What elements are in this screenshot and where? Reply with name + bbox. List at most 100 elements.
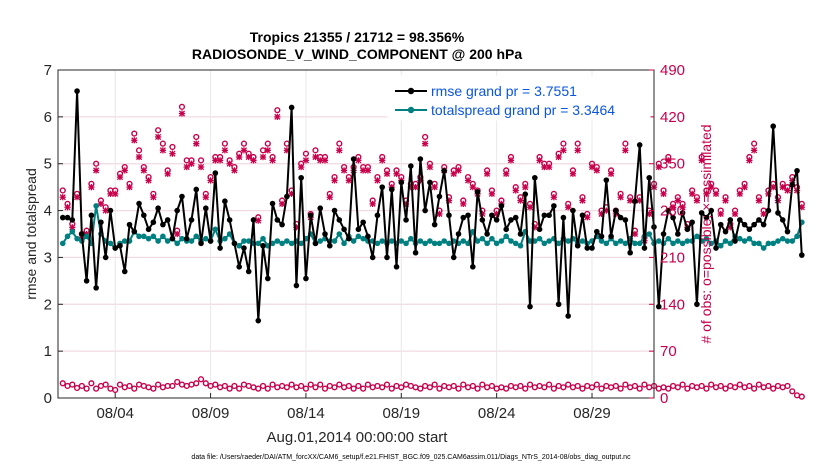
obs-count-bottom-marker — [264, 385, 271, 392]
y-tick-label-right: 420 — [660, 109, 685, 126]
obs-count-bottom-marker — [388, 385, 395, 392]
obs-assimilated-marker — [379, 157, 386, 164]
obs-assimilated-marker — [541, 163, 548, 171]
obs-possible-marker — [197, 157, 205, 164]
rmse-point — [255, 317, 262, 324]
rmse-point — [346, 235, 352, 242]
rmse-point — [622, 217, 629, 223]
rmse-point — [307, 212, 314, 219]
obs-count-bottom-marker — [417, 385, 424, 392]
obs-possible-marker — [574, 140, 581, 147]
obs-assimilated-marker — [59, 194, 66, 201]
rmse-point — [627, 249, 633, 256]
chart-title: Tropics 21355 / 21712 = 98.356% — [250, 29, 465, 45]
obs-assimilated-marker — [565, 204, 572, 211]
rmse-point — [169, 235, 176, 242]
obs-assimilated-marker — [321, 157, 329, 164]
totalspread-point — [474, 238, 481, 244]
rmse-point — [746, 226, 753, 233]
obs-possible-marker — [274, 107, 281, 114]
obs-assimilated-marker — [584, 214, 591, 221]
obs-assimilated-marker — [741, 184, 748, 191]
totalspread-point — [646, 231, 653, 237]
obs-count-bottom-marker — [236, 385, 243, 392]
obs-count-bottom-marker — [436, 385, 443, 392]
rmse-point — [288, 104, 295, 111]
obs-count-bottom-marker — [131, 385, 138, 392]
obs-count-bottom-marker — [226, 385, 233, 392]
rmse-point — [422, 207, 428, 214]
obs-assimilated-marker — [155, 133, 162, 141]
obs-count-bottom-marker — [479, 381, 486, 388]
chart-subtitle: RADIOSONDE_V_WIND_COMPONENT @ 200 hPa — [192, 46, 522, 62]
totalspread-point — [632, 240, 638, 247]
obs-count-bottom-marker — [522, 385, 529, 392]
obs-count-bottom-marker — [155, 381, 162, 388]
rmse-point — [217, 245, 223, 251]
obs-count-bottom-marker — [793, 392, 801, 399]
obs-count-bottom-marker — [73, 384, 81, 392]
obs-count-bottom-marker — [450, 382, 457, 390]
obs-assimilated-marker — [617, 194, 624, 201]
obs-count-bottom-marker — [269, 381, 276, 388]
obs-assimilated-marker — [278, 200, 286, 207]
obs-assimilated-marker — [64, 204, 71, 211]
totalspread-point — [422, 240, 428, 247]
rmse-point — [150, 219, 157, 226]
obs-assimilated-marker — [150, 194, 157, 201]
obs-count-bottom-marker — [259, 382, 267, 390]
obs-assimilated-marker — [770, 184, 777, 191]
obs-count-bottom-marker — [126, 382, 133, 390]
rmse-point — [245, 268, 252, 275]
obs-assimilated-marker — [183, 163, 190, 171]
obs-count-bottom-marker — [755, 381, 762, 388]
rmse-point — [503, 226, 509, 233]
rmse-point — [489, 212, 495, 219]
obs-count-bottom-marker — [617, 385, 624, 392]
obs-count-bottom-marker — [593, 381, 600, 388]
obs-count-bottom-marker — [546, 381, 553, 388]
obs-count-bottom-marker — [288, 381, 295, 388]
rmse-point — [226, 217, 233, 223]
rmse-point — [198, 240, 204, 247]
obs-assimilated-marker — [469, 184, 476, 191]
totalspread-point — [436, 240, 443, 247]
obs-assimilated-marker — [216, 157, 224, 164]
totalspread-point — [341, 240, 347, 247]
obs-assimilated-marker — [112, 190, 119, 197]
obs-assimilated-marker — [178, 110, 186, 117]
obs-count-bottom-marker — [469, 382, 476, 390]
rmse-point — [207, 238, 214, 244]
rmse-point — [379, 184, 386, 190]
obs-count-bottom-marker — [193, 380, 200, 387]
totalspread-point — [374, 240, 381, 247]
obs-count-bottom-marker — [622, 381, 629, 388]
rmse-point — [551, 203, 557, 209]
obs-assimilated-marker — [503, 170, 510, 177]
obs-assimilated-marker — [779, 184, 786, 191]
obs-possible-marker — [59, 187, 66, 194]
obs-assimilated-marker — [259, 153, 267, 161]
obs-count-bottom-marker — [383, 381, 391, 388]
rmse-point — [107, 207, 114, 214]
rmse-point — [260, 242, 266, 249]
rmse-point — [298, 174, 304, 181]
rmse-point — [727, 217, 734, 223]
totalspread-point — [622, 240, 629, 247]
rmse-point — [446, 212, 452, 219]
rmse-point — [698, 210, 705, 216]
obs-assimilated-marker — [689, 190, 696, 197]
y-tick-label-left: 3 — [44, 249, 52, 266]
obs-assimilated-marker — [250, 157, 257, 164]
totalspread-point — [517, 242, 524, 249]
legend-box — [387, 75, 651, 121]
rmse-point — [703, 214, 710, 221]
rmse-point — [517, 231, 524, 237]
obs-count-bottom-marker — [488, 382, 495, 390]
totalspread-point — [260, 235, 266, 242]
rmse-point — [350, 156, 357, 162]
legend-spread-marker — [407, 106, 415, 114]
obs-assimilated-marker — [545, 163, 553, 171]
rmse-point — [555, 301, 562, 308]
